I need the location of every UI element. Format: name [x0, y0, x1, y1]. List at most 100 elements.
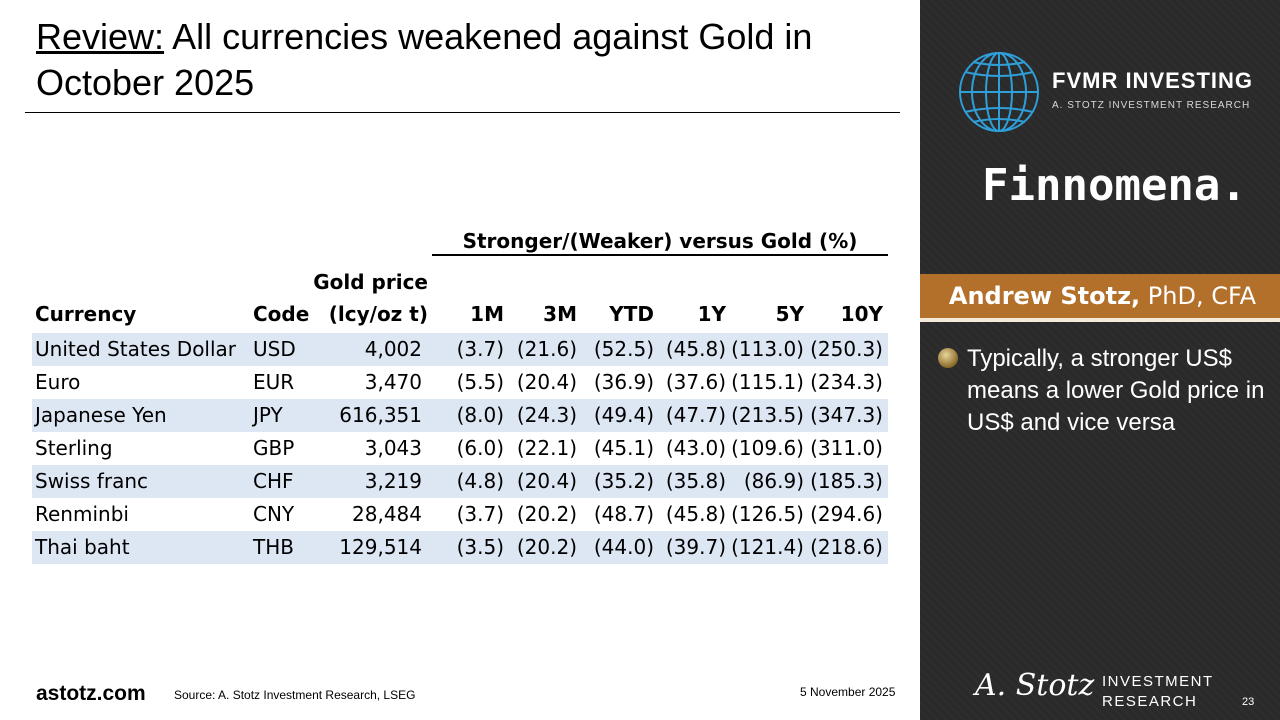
cell-ytd: (36.9)	[593, 370, 654, 394]
brand-name: FVMR INVESTING	[1052, 68, 1254, 93]
research-logo-text: INVESTMENT RESEARCH	[1102, 673, 1214, 710]
globe-icon	[959, 52, 1039, 132]
cell-currency: Sterling	[35, 436, 113, 460]
cell-5y: (115.1)	[731, 370, 804, 394]
cell-currency: Renminbi	[35, 502, 129, 526]
cell-1y: (35.8)	[665, 469, 726, 493]
group-header: Stronger/(Weaker) versus Gold (%)	[432, 228, 888, 256]
partner-logo: Finnomena.	[982, 160, 1247, 211]
cell-5y: (126.5)	[731, 502, 804, 526]
cell-currency: Thai baht	[35, 535, 130, 559]
cell-3m: (20.4)	[516, 469, 577, 493]
presenter-bar: Andrew Stotz, PhD, CFA	[920, 274, 1280, 322]
cell-1m: (3.7)	[456, 337, 504, 361]
cell-10y: (234.3)	[810, 370, 883, 394]
cell-10y: (347.3)	[810, 403, 883, 427]
cell-5y: (113.0)	[731, 337, 804, 361]
table-row: Japanese Yen JPY 616,351 (8.0) (24.3) (4…	[32, 399, 888, 432]
slide-date: 5 November 2025	[800, 685, 896, 699]
header-ytd: YTD	[609, 302, 654, 326]
cell-1m: (4.8)	[456, 469, 504, 493]
cell-1y: (39.7)	[665, 535, 726, 559]
cell-currency: United States Dollar	[35, 337, 237, 361]
header-5y: 5Y	[775, 302, 804, 326]
cell-price: 3,043	[364, 436, 422, 460]
title-text: All currencies weakened against Gold in …	[36, 16, 813, 103]
cell-price: 129,514	[339, 535, 422, 559]
cell-3m: (20.4)	[516, 370, 577, 394]
signature-logo: A. Stotz	[975, 668, 1095, 703]
cell-price: 616,351	[339, 403, 422, 427]
cell-5y: (121.4)	[731, 535, 804, 559]
cell-3m: (20.2)	[516, 502, 577, 526]
header-1y: 1Y	[697, 302, 726, 326]
bullet-text: Typically, a stronger US$ means a lower …	[967, 345, 1265, 436]
cell-3m: (24.3)	[516, 403, 577, 427]
cell-1m: (6.0)	[456, 436, 504, 460]
cell-10y: (311.0)	[810, 436, 883, 460]
presenter-panel: FVMR INVESTING A. STOTZ INVESTMENT RESEA…	[920, 0, 1280, 720]
cell-10y: (294.6)	[810, 502, 883, 526]
cell-3m: (22.1)	[516, 436, 577, 460]
header-price-line1: Gold price	[313, 270, 428, 294]
cell-1y: (45.8)	[665, 502, 726, 526]
header-1m: 1M	[470, 302, 504, 326]
table-row: Sterling GBP 3,043 (6.0) (22.1) (45.1) (…	[32, 432, 888, 465]
cell-3m: (20.2)	[516, 535, 577, 559]
cell-1m: (8.0)	[456, 403, 504, 427]
cell-price: 28,484	[352, 502, 422, 526]
cell-5y: (109.6)	[731, 436, 804, 460]
cell-5y: (213.5)	[731, 403, 804, 427]
source-note: Source: A. Stotz Investment Research, LS…	[174, 688, 416, 702]
cell-currency: Euro	[35, 370, 81, 394]
website-link[interactable]: astotz.com	[36, 682, 146, 705]
bullet-icon	[938, 348, 958, 368]
cell-ytd: (48.7)	[593, 502, 654, 526]
header-code: Code	[253, 302, 310, 326]
header-price-line2: (lcy/oz t)	[328, 302, 428, 326]
cell-ytd: (44.0)	[593, 535, 654, 559]
cell-1y: (45.8)	[665, 337, 726, 361]
cell-ytd: (35.2)	[593, 469, 654, 493]
table-header-row: Currency Code Gold price (lcy/oz t) 1M 3…	[32, 268, 888, 332]
header-currency: Currency	[35, 302, 137, 326]
cell-code: GBP	[253, 436, 295, 460]
cell-ytd: (49.4)	[593, 403, 654, 427]
cell-price: 3,470	[364, 370, 422, 394]
table-row: United States Dollar USD 4,002 (3.7) (21…	[32, 333, 888, 366]
cell-1m: (3.7)	[456, 502, 504, 526]
cell-code: JPY	[253, 403, 283, 427]
cell-1y: (37.6)	[665, 370, 726, 394]
cell-1m: (5.5)	[456, 370, 504, 394]
cell-code: EUR	[253, 370, 295, 394]
cell-10y: (185.3)	[810, 469, 883, 493]
header-3m: 3M	[543, 302, 577, 326]
table-row: Renminbi CNY 28,484 (3.7) (20.2) (48.7) …	[32, 498, 888, 531]
cell-3m: (21.6)	[516, 337, 577, 361]
cell-code: THB	[253, 535, 294, 559]
cell-1y: (43.0)	[665, 436, 726, 460]
page-number: 23	[1242, 696, 1255, 708]
cell-ytd: (45.1)	[593, 436, 654, 460]
header-10y: 10Y	[840, 302, 883, 326]
cell-5y: (86.9)	[743, 469, 804, 493]
cell-10y: (250.3)	[810, 337, 883, 361]
table-row: Swiss franc CHF 3,219 (4.8) (20.4) (35.2…	[32, 465, 888, 498]
cell-1y: (47.7)	[665, 403, 726, 427]
cell-code: USD	[253, 337, 296, 361]
cell-price: 4,002	[364, 337, 422, 361]
cell-currency: Swiss franc	[35, 469, 148, 493]
cell-10y: (218.6)	[810, 535, 883, 559]
slide-title: Review: All currencies weakened against …	[36, 14, 916, 106]
title-divider	[25, 112, 900, 113]
cell-price: 3,219	[364, 469, 422, 493]
presenter-name: Andrew Stotz, PhD, CFA	[948, 282, 1256, 310]
cell-ytd: (52.5)	[593, 337, 654, 361]
cell-code: CHF	[253, 469, 294, 493]
cell-1m: (3.5)	[456, 535, 504, 559]
cell-code: CNY	[253, 502, 295, 526]
table-row: Euro EUR 3,470 (5.5) (20.4) (36.9) (37.6…	[32, 366, 888, 399]
title-lead: Review:	[36, 16, 165, 57]
table-row: Thai baht THB 129,514 (3.5) (20.2) (44.0…	[32, 531, 888, 564]
cell-currency: Japanese Yen	[35, 403, 167, 427]
